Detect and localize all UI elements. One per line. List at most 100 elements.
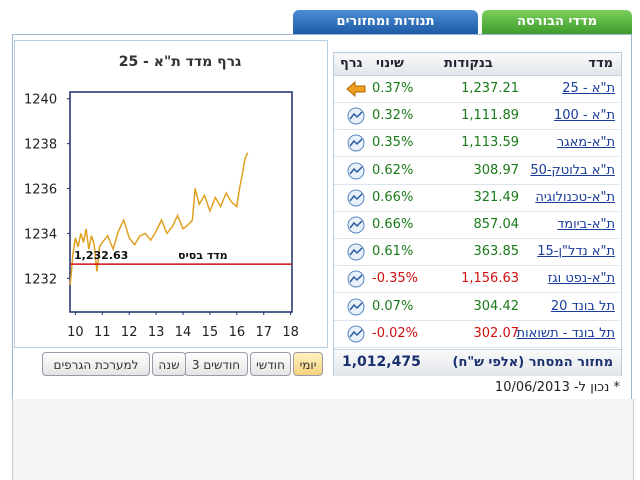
graph-icon[interactable] <box>345 133 367 153</box>
x-tick-label: 12 <box>121 325 138 340</box>
index-name[interactable]: ת"א - 25 <box>562 81 615 96</box>
table-row: ת"א - 100 1,111.89 0.32% <box>334 102 619 131</box>
icon-line <box>349 166 363 175</box>
header-cell: בנקודות <box>444 56 493 71</box>
index-points: 302.07 <box>473 325 520 341</box>
index-points: 1,111.89 <box>461 108 519 124</box>
range-button[interactable]: 3 חודשים <box>184 352 248 376</box>
index-change: 0.61% <box>372 244 414 260</box>
x-tick-label: 14 <box>175 325 192 340</box>
graph-icon[interactable] <box>345 242 367 262</box>
index-points: 1,156.63 <box>461 271 519 287</box>
icon-line <box>349 274 363 283</box>
price-line <box>69 152 249 286</box>
table-row: ת"א-נפט וגז 1,156.63 -0.35% <box>334 265 619 294</box>
chart-title: גרף מדד ת"א - 25 <box>119 54 242 70</box>
note: * נכון ל- 10/06/2013 <box>494 380 620 395</box>
graph-icon[interactable] <box>345 324 367 344</box>
table-row: תל בונד - תשואות 302.07 -0.02% <box>334 320 619 348</box>
index-name[interactable]: ת"א-ביומד <box>557 217 615 232</box>
icon-line <box>349 111 363 120</box>
tab[interactable]: תנודות ומחזורים <box>293 10 478 34</box>
table-row: ת"א-טכנולוגיה 321.49 0.66% <box>334 184 619 212</box>
icon-line <box>349 302 363 311</box>
x-tick-label: 15 <box>202 325 219 340</box>
graph-icon[interactable] <box>345 106 367 126</box>
icon-line <box>349 138 363 147</box>
x-tick-label: 11 <box>94 325 111 340</box>
index-change: -0.02% <box>372 325 418 341</box>
chart-box <box>14 40 328 348</box>
table-row: ת"א - 25 1,237.21 0.37% <box>334 75 619 103</box>
table-row: ת"א בלוטק-50 308.97 0.62% <box>334 157 619 185</box>
arrow <box>346 80 366 98</box>
header-cell: שינוי <box>376 56 404 71</box>
range-button[interactable]: חודשי <box>250 352 291 376</box>
header-cell: גרף <box>340 56 363 71</box>
icon-line <box>349 220 363 229</box>
table-row: ת"א נדל"ן-15 363.85 0.61% <box>334 238 619 267</box>
index-points: 363.85 <box>473 244 520 260</box>
y-tick-label: 1238 <box>24 138 57 153</box>
graph-icon[interactable] <box>345 297 367 317</box>
index-points: 304.42 <box>473 298 520 314</box>
range-button[interactable]: למערכת הגרפים <box>42 352 150 376</box>
x-tick-label: 13 <box>148 325 165 340</box>
chart: גרף מדד ת"א - 25 1232 1234 1236 1238 1240 10 1… <box>24 54 299 340</box>
index-change: 0.35% <box>372 135 414 151</box>
table-header: מדד בנקודות שינוי גרף <box>334 53 621 76</box>
selected-arrow[interactable] <box>345 79 367 99</box>
x-tick-label: 17 <box>255 325 272 340</box>
index-name[interactable]: ת"א - 100 <box>554 108 615 124</box>
x-tick-label: 16 <box>229 325 246 340</box>
index-change: 0.62% <box>372 162 414 178</box>
graph-icon[interactable] <box>345 188 367 208</box>
y-tick-label: 1240 <box>24 93 57 108</box>
index-change: 0.37% <box>372 81 414 96</box>
base-value: 1,232.63 <box>74 249 128 262</box>
footer-value: 1,012,475 <box>342 354 421 370</box>
range-button[interactable]: שנה <box>152 352 186 376</box>
y-tick-label: 1232 <box>24 272 57 287</box>
range-button[interactable]: יומי <box>293 352 323 376</box>
lower-area <box>12 399 634 480</box>
table-row: ת"א-ביומד 857.04 0.66% <box>334 211 619 239</box>
plot-area <box>69 91 293 313</box>
table: מדד בנקודות שינוי גרף מחזור המסחר (אלפי … <box>333 52 622 376</box>
icon-line <box>349 193 363 202</box>
index-name[interactable]: ת"א בלוטק-50 <box>530 162 615 178</box>
icon-line <box>349 329 363 338</box>
footer-label: מחזור המסחר (אלפי ש"ח) <box>452 355 614 370</box>
index-name[interactable]: ת"א-נפט וגז <box>547 271 615 287</box>
table-row: ת"א-מאגר 1,113.59 0.35% <box>334 129 619 158</box>
tab-active[interactable]: מדדי הבורסה <box>482 10 632 34</box>
y-tick-label: 1236 <box>24 183 57 198</box>
index-points: 308.97 <box>473 162 520 178</box>
index-change: -0.35% <box>372 271 418 287</box>
index-name[interactable]: תל בונד 20 <box>550 298 615 314</box>
index-points: 321.49 <box>473 189 520 205</box>
base-name: מדד בסיס <box>178 249 228 262</box>
index-name[interactable]: תל בונד - תשואות <box>516 325 615 341</box>
x-tick-label: 10 <box>67 325 84 340</box>
index-name[interactable]: ת"א-טכנולוגיה <box>535 189 615 205</box>
index-change: 0.07% <box>372 298 414 314</box>
x-tick-label: 18 <box>282 325 299 340</box>
index-points: 1,237.21 <box>461 81 519 96</box>
index-points: 857.04 <box>473 217 520 232</box>
graph-icon[interactable] <box>345 215 367 235</box>
index-change: 0.66% <box>372 189 414 205</box>
graph-icon[interactable] <box>345 269 367 289</box>
icon-line <box>349 247 363 256</box>
index-name[interactable]: ת"א נדל"ן-15 <box>537 244 615 260</box>
graph-icon[interactable] <box>345 161 367 181</box>
index-change: 0.32% <box>372 108 414 124</box>
index-change: 0.66% <box>372 217 414 232</box>
header-cell: מדד <box>588 56 613 71</box>
y-tick-label: 1234 <box>24 227 57 242</box>
index-name[interactable]: ת"א-מאגר <box>556 135 615 151</box>
table-row: תל בונד 20 304.42 0.07% <box>334 293 619 321</box>
table-footer: מחזור המסחר (אלפי ש"ח) 1,012,475 <box>334 349 621 376</box>
index-points: 1,113.59 <box>461 135 519 151</box>
